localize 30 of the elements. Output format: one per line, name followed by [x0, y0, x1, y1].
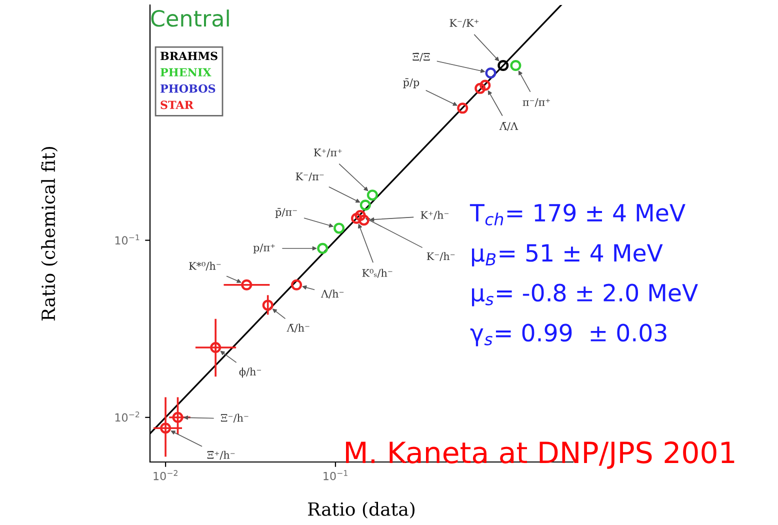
chart-title: Central	[151, 10, 229, 27]
annotation: μ$_{s}$= -0.8 ± 2.0 MeV	[472, 284, 698, 306]
annotation: p̄/π⁻	[275, 208, 297, 218]
text: BRAHMS	[160, 52, 218, 60]
annotation: γ$_{s}$= 0.99 ± 0.03	[470, 324, 666, 346]
y-axis-title: Ratio (chemical fit)	[41, 146, 58, 320]
annotation: μ$_{B}$= 51 ± 4 MeV	[472, 244, 663, 266]
annotation: K⁺/h⁻	[420, 210, 449, 220]
annotation: K⁻/π⁻	[296, 172, 324, 182]
text: PHOBOS	[160, 84, 216, 93]
annotation: K⁰ₛ/h⁻	[362, 268, 392, 278]
annotation: K⁻/h⁻	[426, 252, 455, 262]
annotation: Λ̄/h⁻	[286, 324, 310, 333]
annotation: Λ̄/Λ	[499, 122, 518, 131]
annotation: M. Kaneta at DNP/JPS 2001	[346, 441, 734, 469]
annotation: π⁻/π⁺	[522, 98, 550, 107]
annotation: p/π⁺	[253, 244, 275, 254]
annotation: Ξ⁻/h⁻	[221, 414, 248, 423]
x-axis-title: Ratio (data)	[308, 502, 414, 518]
annotation: K⁺/π⁺	[314, 148, 342, 158]
annotation: ϕ/h⁻	[239, 367, 262, 378]
annotation: T$_{ch}$= 179 ± 4 MeV	[470, 204, 686, 226]
annotation: Ξ̄⁺/h⁻	[207, 450, 235, 460]
annotation: K⁻/K⁺	[450, 19, 479, 28]
annotation: Ξ̄/Ξ	[412, 52, 430, 62]
annotation: p̄/p	[403, 78, 420, 88]
text: STAR	[160, 100, 194, 110]
annotation: K*⁰/h⁻	[189, 262, 221, 271]
annotation: Λ/h⁻	[320, 290, 344, 298]
text: PHENIX	[160, 68, 212, 76]
